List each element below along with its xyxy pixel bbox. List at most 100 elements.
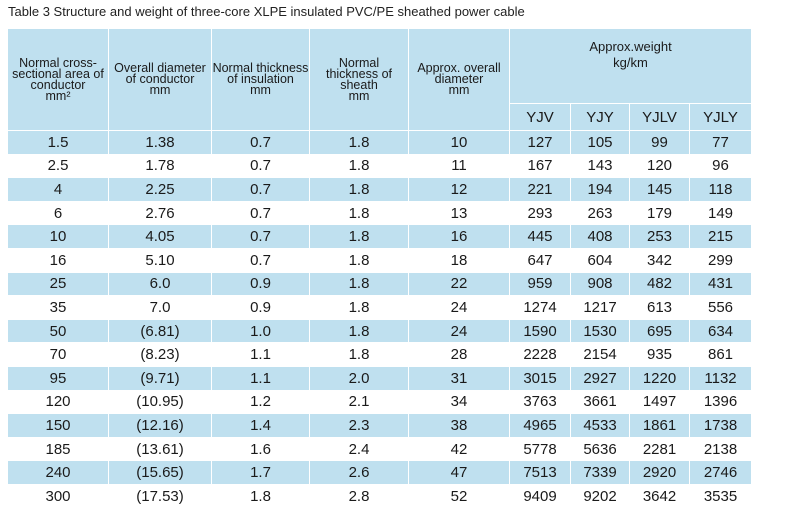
cell-conductor-diameter: 1.78 <box>108 153 212 179</box>
cell-weight-yjly: 2746 <box>688 460 753 485</box>
table-row: 185 (13.61) 1.6 2.4 42 5778 5636 2281 2138 <box>7 436 753 462</box>
cell-weight-yjv: 445 <box>509 224 571 249</box>
cell-overall-diameter: 24 <box>408 318 510 344</box>
cell-conductor-diameter: 5.10 <box>108 247 212 273</box>
cell-insulation: 1.2 <box>211 389 310 415</box>
table-body: 1.5 1.38 0.7 1.8 10 127 105 99 77 2.5 1.78 0.7 1.8 11… <box>7 130 753 509</box>
cell-area: 25 <box>7 271 109 297</box>
header-yjy: YJY <box>570 103 630 131</box>
table-row: 50 (6.81) 1.0 1.8 24 1590 1530 695 634 <box>7 318 753 344</box>
cell-conductor-diameter: (13.61) <box>108 436 212 462</box>
table-row: 150 (12.16) 1.4 2.3 38 4965 4533 1861 1738 <box>7 413 753 438</box>
cell-weight-yjlv: 3642 <box>629 483 690 509</box>
cell-area: 4 <box>7 177 109 202</box>
cell-overall-diameter: 13 <box>408 200 510 226</box>
cell-weight-yjly: 215 <box>688 224 753 249</box>
cell-weight-yjv: 293 <box>509 200 571 226</box>
cell-weight-yjly: 77 <box>688 130 753 155</box>
header-yjv: YJV <box>509 103 571 131</box>
cell-weight-yjly: 431 <box>688 271 753 297</box>
cell-weight-yjy: 143 <box>570 153 630 179</box>
cell-insulation: 0.7 <box>211 200 310 226</box>
header-line: of insulation <box>227 72 294 86</box>
cell-weight-yjy: 105 <box>570 130 630 155</box>
cell-conductor-diameter: 6.0 <box>108 271 212 297</box>
cell-weight-yjy: 5636 <box>570 436 630 462</box>
cell-weight-yjly: 3535 <box>688 483 753 509</box>
cell-weight-yjlv: 253 <box>629 224 690 249</box>
cell-weight-yjv: 3763 <box>509 389 571 415</box>
cell-weight-yjy: 1217 <box>570 295 630 320</box>
cell-insulation: 1.7 <box>211 460 310 485</box>
cell-sheath: 2.3 <box>309 413 409 438</box>
header-line: mm <box>448 83 470 97</box>
cell-insulation: 1.4 <box>211 413 310 438</box>
cell-sheath: 2.0 <box>309 365 409 391</box>
cell-weight-yjv: 7513 <box>509 460 571 485</box>
cell-area: 300 <box>7 483 109 509</box>
cell-conductor-diameter: (8.23) <box>108 342 212 367</box>
cell-overall-diameter: 12 <box>408 177 510 202</box>
table-row: 1.5 1.38 0.7 1.8 10 127 105 99 77 <box>7 130 753 155</box>
cell-weight-yjv: 4965 <box>509 413 571 438</box>
cell-overall-diameter: 47 <box>408 460 510 485</box>
header-line: Approx.weight <box>589 39 672 54</box>
cell-area: 6 <box>7 200 109 226</box>
cell-area: 35 <box>7 295 109 320</box>
header-insulation-thickness: Normal thickness of insulation mm <box>211 28 310 131</box>
cell-area: 2.5 <box>7 153 109 179</box>
cell-weight-yjv: 1274 <box>509 295 571 320</box>
cell-weight-yjy: 3661 <box>570 389 630 415</box>
cell-weight-yjly: 118 <box>688 177 753 202</box>
cell-weight-yjlv: 342 <box>629 247 690 273</box>
cell-weight-yjy: 2927 <box>570 365 630 391</box>
cell-weight-yjv: 1590 <box>509 318 571 344</box>
table-row: 300 (17.53) 1.8 2.8 52 9409 9202 3642 3535 <box>7 483 753 509</box>
cell-weight-yjly: 1738 <box>688 413 753 438</box>
cell-area: 95 <box>7 365 109 391</box>
cell-area: 10 <box>7 224 109 249</box>
cell-weight-yjv: 959 <box>509 271 571 297</box>
cell-insulation: 0.9 <box>211 295 310 320</box>
cell-insulation: 0.7 <box>211 247 310 273</box>
cell-overall-diameter: 10 <box>408 130 510 155</box>
table-row: 4 2.25 0.7 1.8 12 221 194 145 118 <box>7 177 753 202</box>
cell-insulation: 1.1 <box>211 365 310 391</box>
cell-weight-yjv: 647 <box>509 247 571 273</box>
header-row: Normal cross- sectional area of conducto… <box>7 28 753 131</box>
cell-conductor-diameter: 1.38 <box>108 130 212 155</box>
cell-area: 16 <box>7 247 109 273</box>
cell-weight-yjy: 2154 <box>570 342 630 367</box>
cell-weight-yjly: 1132 <box>688 365 753 391</box>
cell-insulation: 1.8 <box>211 483 310 509</box>
cell-weight-yjlv: 935 <box>629 342 690 367</box>
cell-conductor-diameter: (10.95) <box>108 389 212 415</box>
cell-conductor-diameter: (6.81) <box>108 318 212 344</box>
cell-overall-diameter: 31 <box>408 365 510 391</box>
cell-weight-yjv: 9409 <box>509 483 571 509</box>
cell-weight-yjlv: 613 <box>629 295 690 320</box>
cell-weight-yjlv: 145 <box>629 177 690 202</box>
cell-area: 240 <box>7 460 109 485</box>
table-row: 25 6.0 0.9 1.8 22 959 908 482 431 <box>7 271 753 297</box>
cell-sheath: 1.8 <box>309 130 409 155</box>
header-line: sheath <box>340 77 378 92</box>
cell-conductor-diameter: (12.16) <box>108 413 212 438</box>
cell-area: 120 <box>7 389 109 415</box>
cell-weight-yjly: 2138 <box>688 436 753 462</box>
cell-overall-diameter: 34 <box>408 389 510 415</box>
header-approx-weight: Approx.weight kg/km <box>508 28 753 104</box>
table-row: 95 (9.71) 1.1 2.0 31 3015 2927 1220 1132 <box>7 365 753 391</box>
cell-insulation: 1.1 <box>211 342 310 367</box>
cell-conductor-diameter: 4.05 <box>108 224 212 249</box>
cell-weight-yjv: 127 <box>509 130 571 155</box>
cell-conductor-diameter: (9.71) <box>108 365 212 391</box>
table-row: 16 5.10 0.7 1.8 18 647 604 342 299 <box>7 247 753 273</box>
cell-area: 1.5 <box>7 130 109 155</box>
cell-insulation: 1.6 <box>211 436 310 462</box>
cell-sheath: 1.8 <box>309 177 409 202</box>
cell-insulation: 0.7 <box>211 177 310 202</box>
cell-weight-yjy: 908 <box>570 271 630 297</box>
header-line: mm <box>250 83 271 97</box>
cell-sheath: 1.8 <box>309 318 409 344</box>
